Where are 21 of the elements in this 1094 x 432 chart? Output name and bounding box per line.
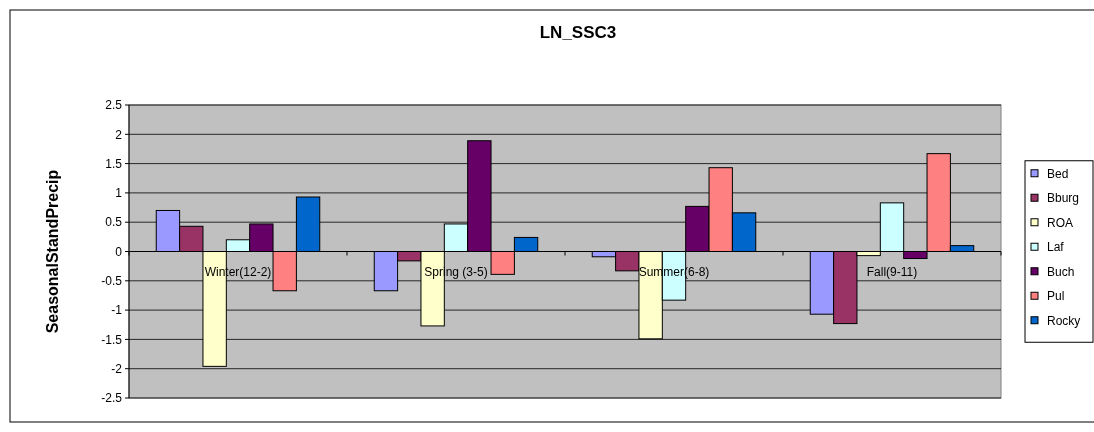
y-tick-label: -1 <box>111 303 123 318</box>
legend-label: Pul <box>1047 289 1065 304</box>
y-tick-label: -1.5 <box>101 332 123 347</box>
legend-label: Buch <box>1047 264 1075 279</box>
legend-label: ROA <box>1047 215 1074 230</box>
legend-label: Bed <box>1047 166 1069 181</box>
legend-label: Bburg <box>1047 191 1080 206</box>
y-tick-label: 1 <box>115 186 123 201</box>
y-tick-label: -2.5 <box>101 391 123 406</box>
y-tick-label: -0.5 <box>101 274 123 288</box>
y-tick-label: 1.5 <box>105 156 123 171</box>
y-tick-label: 2.5 <box>105 98 123 113</box>
x-tick-label: Fall(9-11) <box>866 264 918 279</box>
y-tick-label: 0 <box>115 244 123 259</box>
y-tick-label: 2 <box>115 127 123 142</box>
legend-label: Rocky <box>1047 313 1081 328</box>
legend-label: Laf <box>1047 240 1065 255</box>
y-tick-label: 0.5 <box>105 215 123 230</box>
y-tick-label: -2 <box>111 361 123 376</box>
chart-title: LN_SSC3 <box>539 23 617 42</box>
y-axis-title: SeasonalStandPrecip <box>44 169 61 334</box>
